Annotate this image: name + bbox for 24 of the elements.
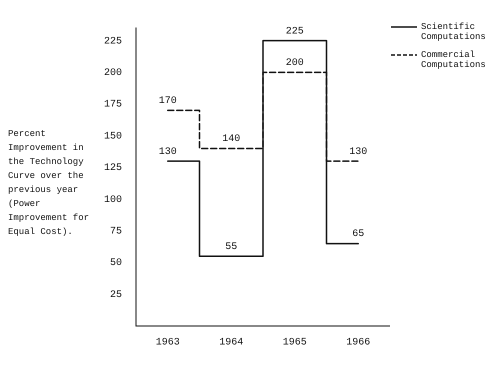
y-axis-title: Percent Improvement in the Technology Curve over the previous year (Power Improvement for Equal Cost). (8, 128, 90, 239)
y-tick-label: 100 (104, 194, 122, 206)
legend-label: Scientific Computations (421, 22, 487, 42)
data-label: 55 (225, 242, 238, 253)
legend-label: Commercial Computations (421, 50, 487, 70)
data-label: 200 (286, 58, 304, 70)
data-label: 140 (222, 134, 240, 146)
y-tick-label: 25 (110, 290, 122, 301)
data-label: 170 (158, 96, 177, 108)
y-tick-label: 50 (110, 258, 122, 270)
x-tick-label: 1964 (219, 338, 244, 349)
x-tick-label: 1963 (156, 338, 180, 349)
data-label: 225 (286, 26, 304, 38)
y-tick-label: 225 (104, 36, 122, 48)
data-label: 65 (352, 229, 364, 240)
y-tick-label: 175 (104, 100, 122, 111)
data-label: 130 (349, 146, 368, 158)
y-tick-label: 125 (104, 163, 122, 174)
y-tick-label: 200 (104, 68, 122, 80)
y-tick-label: 150 (104, 131, 122, 142)
x-tick-label: 1966 (346, 338, 370, 349)
x-tick-label: 1965 (282, 338, 307, 349)
y-tick-label: 75 (110, 226, 122, 238)
data-label: 130 (158, 146, 177, 158)
